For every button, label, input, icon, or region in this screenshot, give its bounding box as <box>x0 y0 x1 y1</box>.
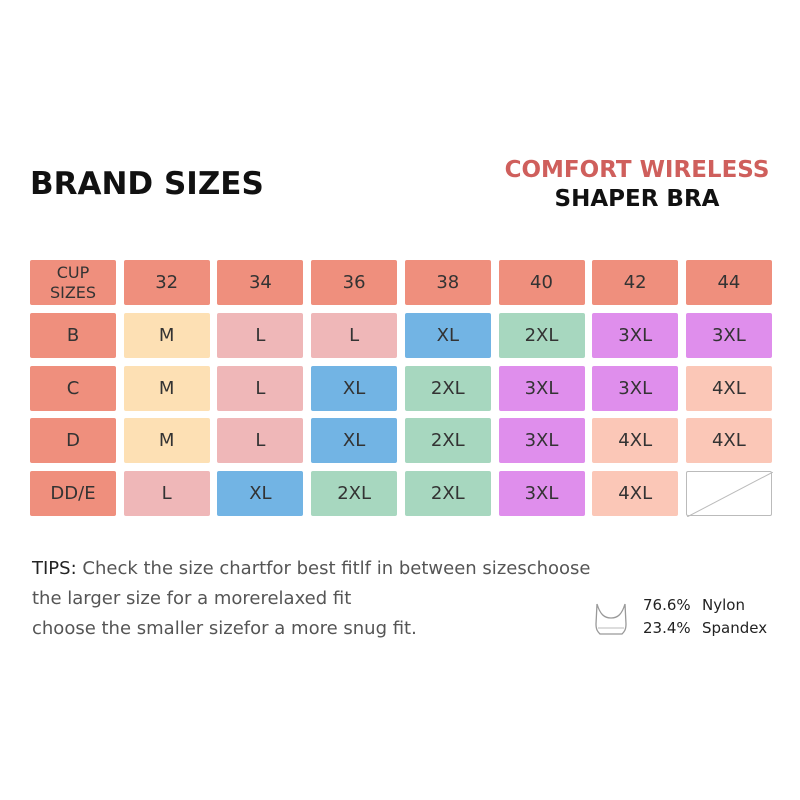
size-cell: 4XL <box>685 365 772 411</box>
size-cell: L <box>217 418 304 464</box>
percent: 76.6% <box>643 596 691 614</box>
column-header: 34 <box>217 260 304 305</box>
tip-line: TIPS: Check the size chartfor best fitlf… <box>32 558 591 579</box>
size-cell: 4XL <box>592 471 679 517</box>
size-cell: 4XL <box>685 418 772 464</box>
row-header: C <box>30 365 116 411</box>
size-cell: L <box>311 312 398 358</box>
size-cell: XL <box>311 418 398 464</box>
size-cell: 2XL <box>498 312 585 358</box>
size-cell: 3XL <box>498 471 585 517</box>
size-cell: L <box>217 365 304 411</box>
bra-icon <box>595 603 627 635</box>
size-cell: 4XL <box>592 418 679 464</box>
tip-line: choose the smaller sizefor a more snug f… <box>32 618 417 639</box>
column-header: CUP SIZES <box>30 260 116 305</box>
size-cell: 3XL <box>498 418 585 464</box>
size-cell: M <box>123 312 210 358</box>
size-cell: XL <box>404 312 491 358</box>
size-cell: 3XL <box>592 365 679 411</box>
product-name: SHAPER BRA <box>554 186 720 212</box>
tips-label: TIPS: <box>32 558 77 579</box>
size-cell: 3XL <box>498 365 585 411</box>
size-cell: 2XL <box>404 418 491 464</box>
material: Nylon <box>702 596 745 614</box>
row-header: D <box>30 418 116 464</box>
column-header: 44 <box>685 260 772 305</box>
title: BRAND SIZES <box>30 166 264 202</box>
diagonal <box>686 472 773 518</box>
size-cell: L <box>217 312 304 358</box>
column-header: 32 <box>123 260 210 305</box>
empty-cell <box>685 471 773 518</box>
row-header: DD/E <box>30 471 116 517</box>
column-header: 36 <box>311 260 398 305</box>
material: Spandex <box>702 619 768 637</box>
column-header: 38 <box>404 260 491 305</box>
size-cell: 2XL <box>404 365 491 411</box>
size-cell: M <box>123 418 210 464</box>
row-header: B <box>30 312 116 358</box>
size-cell: 3XL <box>592 312 679 358</box>
column-header: 42 <box>592 260 679 305</box>
tip-text: Check the size chartfor best fitlf in be… <box>82 558 591 579</box>
column-header: 40 <box>498 260 585 305</box>
product-name: COMFORT WIRELESS <box>504 157 770 183</box>
size-cell: 2XL <box>404 471 491 517</box>
size-cell: 2XL <box>311 471 398 517</box>
size-cell: M <box>123 365 210 411</box>
size-cell: 3XL <box>685 312 772 358</box>
tip-line: the larger size for a morerelaxed fit <box>32 588 352 609</box>
percent: 23.4% <box>643 619 691 637</box>
size-cell: XL <box>311 365 398 411</box>
size-cell: L <box>123 471 210 517</box>
size-cell: XL <box>217 471 304 517</box>
